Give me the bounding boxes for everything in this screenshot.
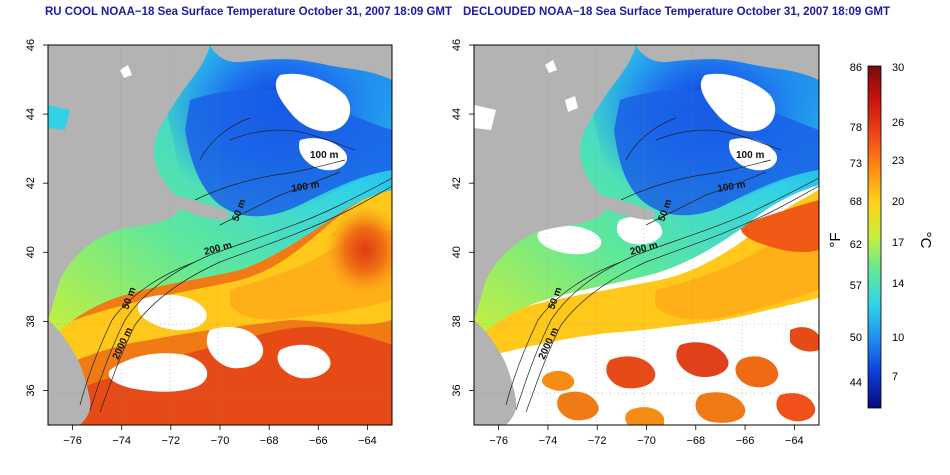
right-lon-tick-label: −66 [736,435,755,447]
fahrenheit-tick-label: 86 [850,62,862,74]
right-lon-tick-label: −70 [637,435,656,447]
right-lon-tick-label: −68 [686,435,705,447]
temperature-colorbar [867,65,882,409]
left-lat-tick-label: 46 [25,39,37,51]
celsius-tick-label: 23 [892,155,904,167]
celsius-tick-label: 7 [892,371,898,383]
left-lon-tick-label: −72 [162,435,181,447]
right-lat-tick-label: 44 [451,108,463,120]
left-lon-tick-label: −74 [112,435,131,447]
fahrenheit-tick-label: 50 [850,332,862,344]
left-lat-tick-label: 38 [25,315,37,327]
fahrenheit-tick-label: 62 [850,239,862,251]
fahrenheit-tick-label: 73 [850,158,862,170]
left-lat-tick-label: 36 [25,384,37,396]
celsius-tick-label: 17 [892,237,904,249]
celsius-tick-label: 30 [892,62,904,74]
right-lat-tick-label: 36 [451,384,463,396]
right-lon-tick-label: −74 [539,435,558,447]
colorbar-labels: 86 78 73 68 62 57 50 44 30 26 23 20 17 14 10 7 [850,62,905,389]
left-lon-tick-label: −64 [358,435,377,447]
left-lon-tick-label: −68 [260,435,279,447]
right-lat-tick-label: 38 [451,315,463,327]
left-lat-tick-label: 44 [25,108,37,120]
left-lon-tick-label: −76 [63,435,82,447]
celsius-unit-label: °C [917,232,934,249]
left-contour-label: 100 m [291,179,321,195]
fahrenheit-tick-label: 78 [850,122,862,134]
fahrenheit-tick-label: 57 [850,280,862,292]
left-contour-label: 100 m [310,150,338,161]
fahrenheit-unit-label: °F [827,232,844,247]
fahrenheit-tick-label: 44 [850,377,862,389]
right-lat-tick-label: 40 [451,246,463,258]
right-lon-tick-label: −64 [785,435,804,447]
right-lat-tick-label: 46 [451,39,463,51]
right-panel-title: DECLOUDED NOAA−18 Sea Surface Temperatur… [463,6,891,18]
celsius-tick-label: 26 [892,117,904,129]
left-lat-tick-label: 42 [25,177,37,189]
celsius-tick-label: 14 [892,278,904,290]
left-panel-title: RU COOL NOAA−18 Sea Surface Temperature … [45,6,453,18]
right-lon-tick-label: −76 [489,435,508,447]
celsius-tick-label: 10 [892,332,904,344]
right-axes: −76 −74 −72 −70 −68 −66 −64 36 38 40 42 44 46 [451,39,804,447]
left-lon-tick-label: −70 [211,435,230,447]
right-contour-label: 100 m [736,150,764,161]
celsius-tick-label: 20 [892,196,904,208]
left-lon-tick-label: −66 [309,435,328,447]
fahrenheit-tick-label: 68 [850,196,862,208]
right-lon-tick-label: −72 [588,435,607,447]
right-contour-label: 100 m [717,179,747,195]
left-axes: −76 −74 −72 −70 −68 −66 −64 36 38 40 42 44 46 [25,39,377,447]
left-sst-map [48,45,392,425]
right-lat-tick-label: 42 [451,177,463,189]
right-sst-map [474,45,819,425]
left-lat-tick-label: 40 [25,246,37,258]
